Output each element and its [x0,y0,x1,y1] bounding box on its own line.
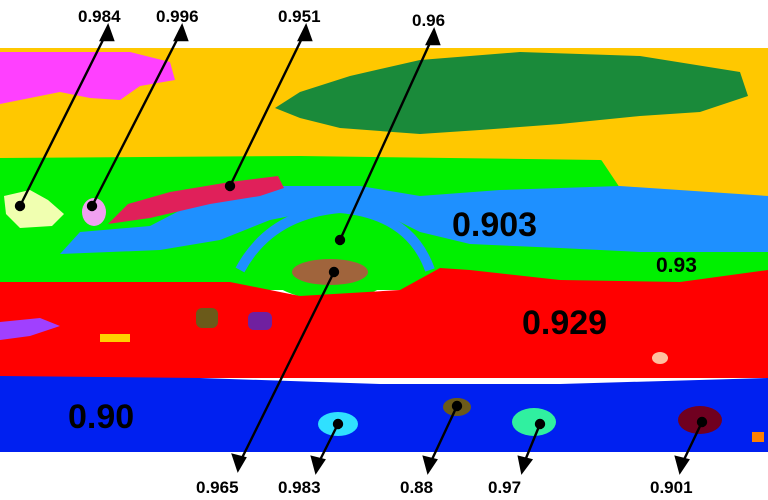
dot-0951 [224,180,236,192]
purple-spot [248,312,272,330]
top-labels: 0.984 0.996 0.951 0.96 [78,7,445,30]
arrowhead-0901 [674,455,690,475]
pale-yellow-blob [4,190,64,228]
dot-0983 [332,418,344,430]
arrowhead-0996 [173,22,189,42]
arrowhead-0983 [310,455,326,475]
arrowhead-0951 [297,22,313,42]
label-088: 0.88 [400,478,433,497]
arrowhead-096 [425,26,441,46]
label-0984: 0.984 [78,7,121,26]
callout-arrows [14,22,708,475]
dot-0901 [696,416,708,428]
arrow-088 [426,405,459,469]
arrow-0951 [228,29,308,187]
label-0951: 0.951 [278,7,321,26]
label-0901: 0.901 [650,478,693,497]
arrow-0996 [90,29,184,207]
dot-088 [451,400,463,412]
dot-0965 [328,266,340,278]
crimson-streak [108,176,284,224]
olive-spot [196,308,218,328]
label-red-band: 0.929 [522,304,607,342]
dot-097 [534,418,546,430]
peach-spot [652,352,668,364]
label-0996: 0.996 [156,7,199,26]
label-green-right: 0.93 [656,254,697,277]
arrowhead-097 [517,455,534,475]
bottom-labels: 0.965 0.983 0.88 0.97 0.901 [196,478,693,497]
yellow-spot [100,334,130,342]
dot-0984 [14,200,26,212]
magenta-region [0,52,175,104]
arrow-096 [338,33,436,241]
red-band [0,268,768,378]
arrowhead-088 [422,455,438,475]
label-blue-band: 0.903 [452,206,537,244]
bottom-blue-band [0,376,768,452]
label-097: 0.97 [488,478,521,497]
dot-0996 [86,200,98,212]
label-bottom-blue: 0.90 [68,398,134,436]
yellow-right-patch [600,158,768,196]
arrowhead-0965 [231,453,247,473]
arrow-0965 [236,271,336,467]
arrow-0984 [18,29,110,207]
color-map [0,48,768,452]
label-0983: 0.983 [278,478,321,497]
arrowhead-0984 [99,22,115,42]
purple-patch [0,318,60,340]
blue-band [60,186,768,254]
region-labels: 0.903 0.93 0.929 0.90 [68,206,697,436]
dark-green-region [275,52,748,134]
label-096: 0.96 [412,11,445,30]
label-0965: 0.965 [196,478,239,497]
dot-096 [334,234,346,246]
teal-spot [512,408,556,436]
blue-eye-ring [235,202,435,273]
orange-spot [752,432,764,442]
